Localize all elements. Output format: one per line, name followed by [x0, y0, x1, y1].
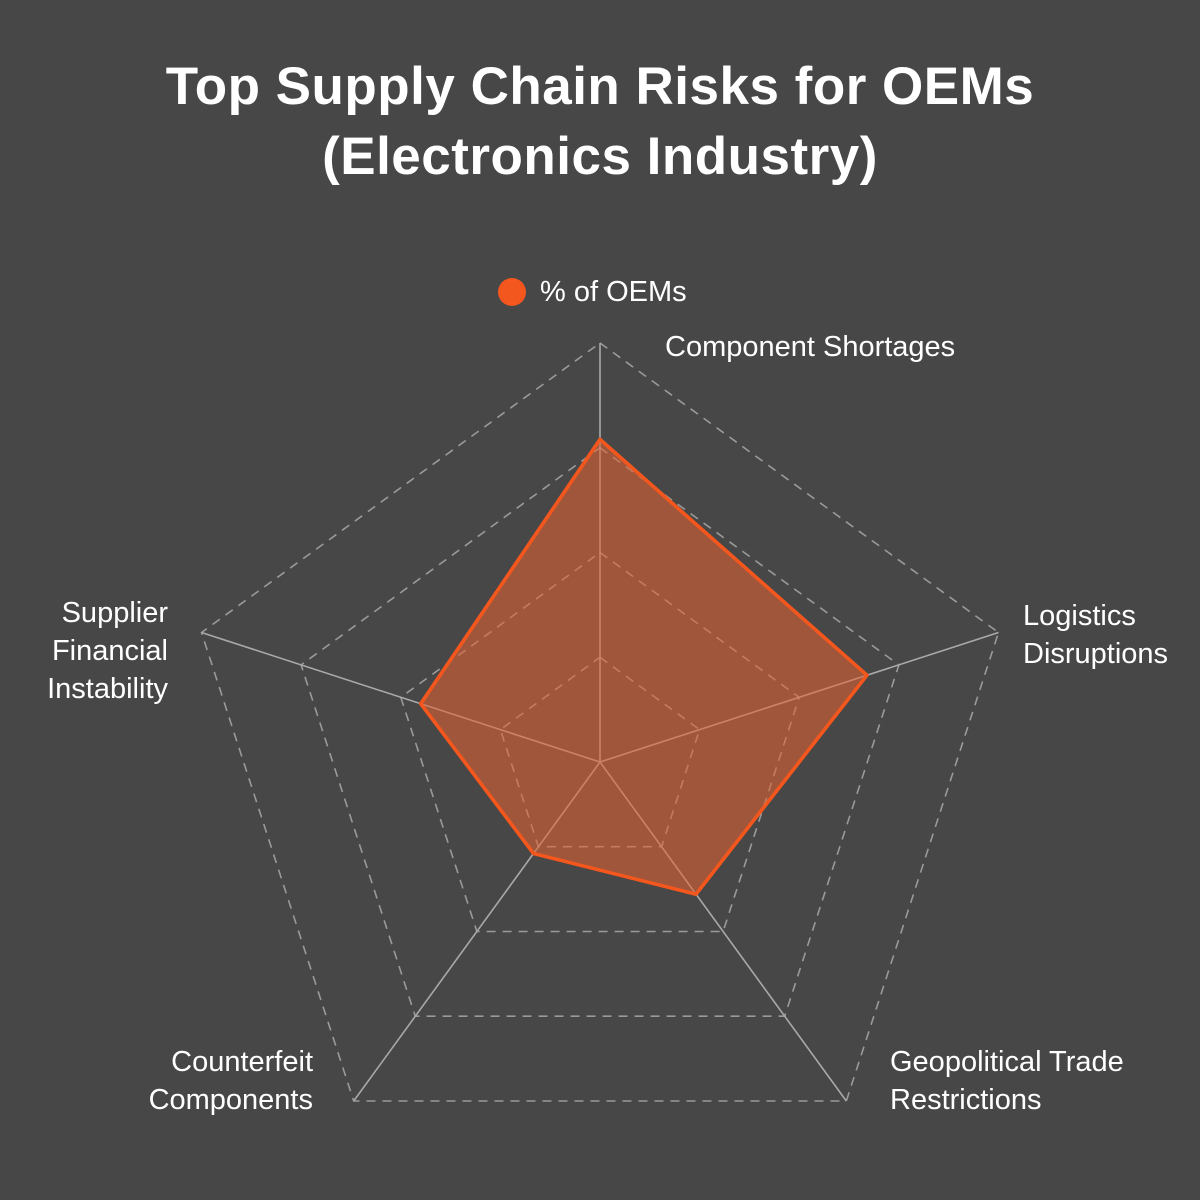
legend: % of OEMs: [498, 272, 687, 312]
radar-grid-ring-100: [200, 342, 1000, 1102]
chart-title-line-2: (Electronics Industry): [322, 127, 878, 186]
legend-label: % of OEMs: [540, 275, 687, 308]
axis-label-geopolitical-trade-restrictions: Geopolitical Trade Restrictions: [890, 1046, 1124, 1116]
axis-label-supplier-financial-instability: Supplier Financial Instability: [47, 597, 168, 705]
legend-marker-icon: [498, 278, 526, 306]
axis-label-logistics-disruptions: Logistics Disruptions: [1023, 600, 1169, 670]
chart-title: Top Supply Chain Risks for OEMs (Electro…: [0, 52, 1200, 192]
chart-title-line-1: Top Supply Chain Risks for OEMs: [165, 57, 1035, 116]
axis-label-counterfeit-components: Counterfeit Components: [148, 1046, 313, 1116]
data-polygon-pct-of-oems: [418, 437, 869, 897]
radar-grid-ring-75: [300, 446, 900, 1018]
radar-grid-ring-50: [399, 551, 801, 933]
axis-label-component-shortages: Component Shortages: [665, 331, 956, 363]
